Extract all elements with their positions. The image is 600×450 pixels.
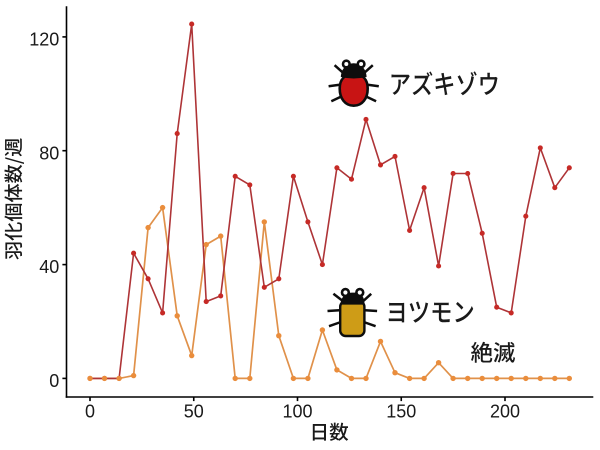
svg-text:0: 0 [49, 371, 59, 391]
svg-text:200: 200 [490, 402, 520, 422]
svg-text:80: 80 [39, 143, 59, 163]
svg-text:120: 120 [29, 30, 59, 50]
svg-text:0: 0 [85, 402, 95, 422]
svg-text:150: 150 [386, 402, 416, 422]
svg-text:100: 100 [282, 402, 312, 422]
svg-text:40: 40 [39, 257, 59, 277]
svg-text:50: 50 [184, 402, 204, 422]
